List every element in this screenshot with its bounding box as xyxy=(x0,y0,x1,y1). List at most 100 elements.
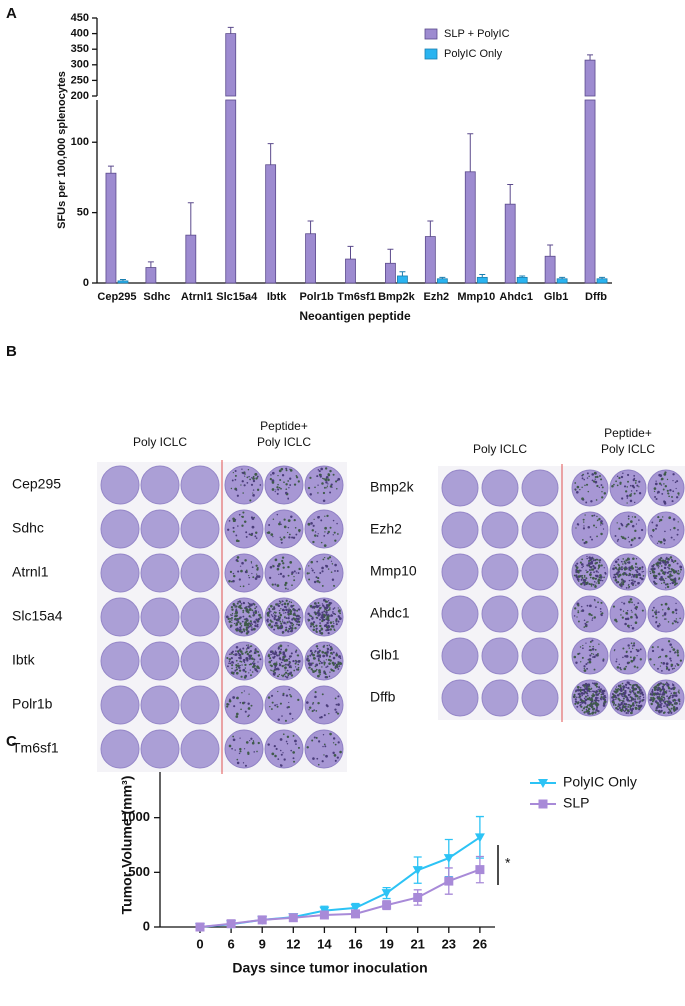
spot xyxy=(279,602,281,605)
spot xyxy=(620,522,623,525)
spot xyxy=(594,475,597,478)
spot xyxy=(327,609,330,611)
spot xyxy=(288,607,290,609)
spot xyxy=(295,649,298,652)
spot xyxy=(306,658,309,661)
spot xyxy=(314,613,317,616)
spot xyxy=(323,754,325,756)
spot xyxy=(663,581,666,584)
spot xyxy=(651,569,654,572)
spot xyxy=(270,664,273,667)
spot xyxy=(248,583,250,586)
spot xyxy=(622,704,625,707)
spot xyxy=(242,647,245,650)
spot xyxy=(284,663,287,666)
spot xyxy=(231,608,234,611)
spot xyxy=(633,692,635,695)
spot xyxy=(309,654,312,657)
spot xyxy=(274,558,278,562)
spot xyxy=(293,613,296,616)
spot xyxy=(625,587,628,589)
x-tick-label: 12 xyxy=(286,936,300,951)
spot xyxy=(315,736,318,739)
spot xyxy=(664,530,666,533)
spot xyxy=(285,623,287,625)
spot xyxy=(653,663,656,666)
spot xyxy=(593,471,597,475)
spot xyxy=(234,749,236,751)
spot xyxy=(324,675,327,679)
spot xyxy=(315,624,318,627)
spot xyxy=(274,668,276,670)
spot xyxy=(618,568,620,570)
error-bar xyxy=(307,220,314,234)
spot xyxy=(333,607,335,609)
spot xyxy=(659,704,662,707)
spot xyxy=(239,648,242,651)
spot xyxy=(657,567,660,569)
spot xyxy=(666,571,669,574)
spot xyxy=(289,628,291,630)
spot xyxy=(246,659,249,662)
spot xyxy=(662,488,665,491)
well xyxy=(264,509,304,549)
spot xyxy=(579,488,581,491)
spot xyxy=(614,704,617,706)
spot xyxy=(328,662,331,665)
spot xyxy=(289,630,292,633)
well xyxy=(609,553,647,591)
spot xyxy=(242,658,246,662)
spot xyxy=(230,657,233,660)
spot xyxy=(241,468,243,470)
spot xyxy=(595,703,598,707)
spot xyxy=(582,647,584,650)
spot xyxy=(311,617,314,620)
spot xyxy=(271,625,273,627)
spot xyxy=(655,621,657,624)
spot xyxy=(676,654,680,657)
spot xyxy=(595,582,597,584)
spot xyxy=(668,712,670,714)
spot xyxy=(240,484,242,486)
spot xyxy=(677,492,680,495)
spot xyxy=(256,625,259,628)
spot xyxy=(322,499,326,502)
spot xyxy=(636,654,638,657)
spot xyxy=(321,693,324,696)
spot xyxy=(662,614,664,617)
spot xyxy=(294,666,297,668)
spot xyxy=(286,621,289,624)
spot xyxy=(586,621,588,624)
spot xyxy=(658,623,661,625)
spot xyxy=(630,699,633,702)
spot xyxy=(289,625,292,628)
error-bar xyxy=(187,202,194,236)
spot xyxy=(594,703,596,706)
spot xyxy=(231,621,233,623)
spot xyxy=(592,583,595,586)
spot xyxy=(674,665,677,667)
spot xyxy=(317,469,320,471)
spot xyxy=(577,575,581,578)
spot xyxy=(274,662,278,666)
spot xyxy=(228,653,231,656)
spot xyxy=(318,581,321,584)
spot xyxy=(581,477,584,480)
spot xyxy=(634,482,637,484)
well xyxy=(481,553,519,591)
spot xyxy=(316,647,319,650)
spot xyxy=(312,657,316,660)
spot xyxy=(621,567,623,569)
spot xyxy=(232,735,235,738)
spot xyxy=(667,492,670,495)
spot xyxy=(283,525,287,529)
spot xyxy=(621,616,624,619)
spot xyxy=(329,621,333,624)
spot xyxy=(291,584,293,587)
spot xyxy=(671,646,673,649)
spot xyxy=(624,622,627,626)
row-label: Glb1 xyxy=(370,647,400,663)
well xyxy=(609,469,647,507)
spot xyxy=(233,622,236,625)
spot xyxy=(285,617,288,620)
